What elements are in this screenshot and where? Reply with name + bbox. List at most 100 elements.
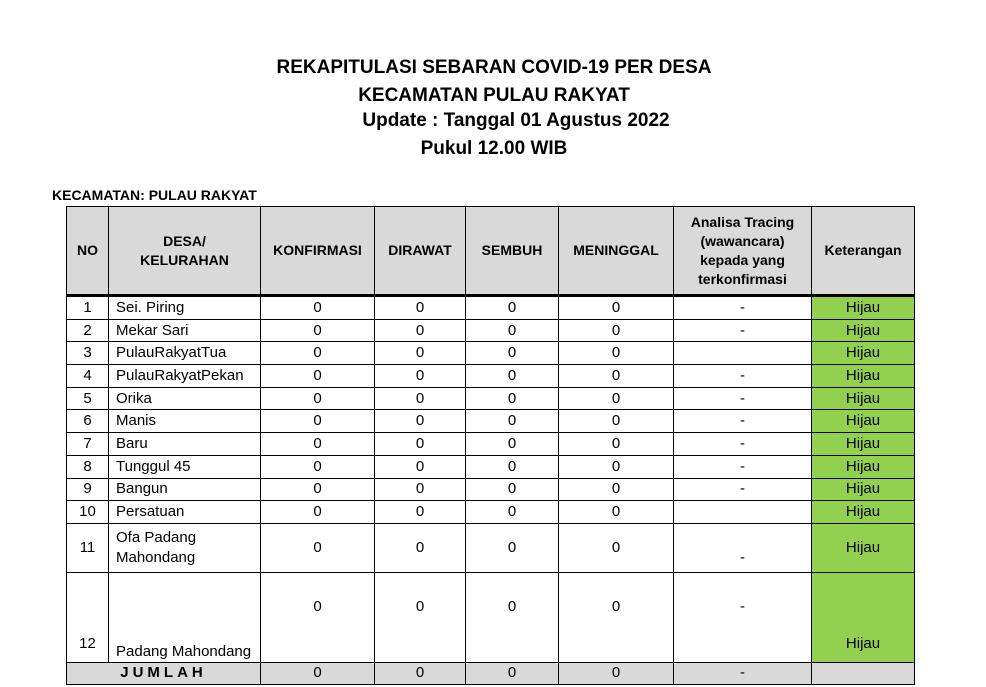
cell-tracing: - bbox=[673, 364, 812, 388]
cell-meninggal: 0 bbox=[558, 295, 674, 320]
cell-sembuh: 0 bbox=[465, 500, 559, 524]
cell-sembuh: 0 bbox=[465, 522, 559, 573]
cell-desa: Bangun bbox=[108, 477, 261, 502]
district-label: KECAMATAN: PULAU RAKYAT bbox=[52, 187, 257, 203]
table-row: 3 PulauRakyatTua 0 0 0 0 Hijau bbox=[66, 341, 915, 366]
cell-sembuh: 0 bbox=[465, 432, 559, 456]
table-row: 2 Mekar Sari 0 0 0 0- Hijau bbox=[66, 318, 915, 343]
cell-desa: Sei. Piring bbox=[108, 295, 261, 320]
cell-dirawat: 0 bbox=[374, 477, 466, 502]
cell-dirawat: 0 bbox=[374, 571, 466, 663]
cell-dirawat: 0 bbox=[374, 364, 466, 388]
cell-tracing: - bbox=[673, 522, 812, 573]
total-konfirmasi: 0 bbox=[260, 661, 375, 685]
header-no: NO bbox=[66, 206, 109, 296]
cell-meninggal: 0 bbox=[558, 454, 674, 479]
cell-tracing bbox=[673, 500, 812, 524]
cell-konfirmasi: 0 bbox=[260, 571, 375, 663]
header-meninggal: MENINGGAL bbox=[558, 206, 674, 296]
cell-sembuh: 0 bbox=[465, 295, 559, 320]
cell-no: 1 bbox=[66, 295, 109, 320]
cell-meninggal: 0 bbox=[558, 318, 674, 343]
cell-keterangan: Hijau bbox=[811, 409, 915, 434]
title-line-1: REKAPITULASI SEBARAN COVID-19 PER DESA bbox=[276, 57, 712, 78]
cell-sembuh: 0 bbox=[465, 571, 559, 663]
title-line-4: Pukul 12.00 WIB bbox=[420, 138, 568, 159]
cell-tracing: - bbox=[673, 295, 812, 320]
cell-konfirmasi: 0 bbox=[260, 432, 375, 456]
title-line-2: KECAMATAN PULAU RAKYAT bbox=[358, 85, 630, 106]
total-row: JUMLAH 0 0 0 0- bbox=[66, 661, 915, 685]
cell-desa: PulauRakyatPekan bbox=[108, 364, 261, 388]
cell-konfirmasi: 0 bbox=[260, 477, 375, 502]
cell-keterangan: Hijau bbox=[811, 477, 915, 502]
table-row: 11 Ofa Padang Mahondang 0 0 0 0- Hijau bbox=[66, 522, 915, 573]
cell-sembuh: 0 bbox=[465, 318, 559, 343]
cell-no: 4 bbox=[66, 364, 109, 388]
cell-sembuh: 0 bbox=[465, 454, 559, 479]
header-sembuh: SEMBUH bbox=[465, 206, 559, 296]
cell-konfirmasi: 0 bbox=[260, 364, 375, 388]
cell-dirawat: 0 bbox=[374, 295, 466, 320]
cell-desa: Tunggul 45 bbox=[108, 454, 261, 479]
cell-sembuh: 0 bbox=[465, 341, 559, 366]
cell-keterangan: Hijau bbox=[811, 318, 915, 343]
cell-no: 9 bbox=[66, 477, 109, 502]
cell-konfirmasi: 0 bbox=[260, 522, 375, 573]
cell-desa: Ofa Padang Mahondang bbox=[108, 522, 261, 573]
cell-konfirmasi: 0 bbox=[260, 318, 375, 343]
header-dirawat: DIRAWAT bbox=[374, 206, 466, 296]
cell-meninggal: 0 bbox=[558, 477, 674, 502]
cell-meninggal: 0 bbox=[558, 341, 674, 366]
cell-desa: Baru bbox=[108, 432, 261, 456]
table-row: 4 PulauRakyatPekan 0 0 0 0- Hijau bbox=[66, 364, 915, 388]
cell-meninggal: 0 bbox=[558, 409, 674, 434]
table-row: 7 Baru 0 0 0 0- Hijau bbox=[66, 432, 915, 456]
cell-desa: Orika bbox=[108, 386, 261, 411]
cell-meninggal: 0 bbox=[558, 364, 674, 388]
cell-no: 12 bbox=[66, 571, 109, 663]
cell-desa: Persatuan bbox=[108, 500, 261, 524]
cell-dirawat: 0 bbox=[374, 409, 466, 434]
total-tracing: - bbox=[673, 661, 812, 685]
total-meninggal: 0 bbox=[558, 661, 674, 685]
cell-meninggal: 0 bbox=[558, 571, 674, 663]
cell-sembuh: 0 bbox=[465, 364, 559, 388]
cell-no: 11 bbox=[66, 522, 109, 573]
total-label: JUMLAH bbox=[66, 661, 261, 685]
table-row: 6 Manis 0 0 0 0- Hijau bbox=[66, 409, 915, 434]
cell-konfirmasi: 0 bbox=[260, 386, 375, 411]
cell-sembuh: 0 bbox=[465, 409, 559, 434]
cell-no: 10 bbox=[66, 500, 109, 524]
cell-no: 8 bbox=[66, 454, 109, 479]
cell-keterangan: Hijau bbox=[811, 341, 915, 366]
cell-konfirmasi: 0 bbox=[260, 341, 375, 366]
cell-dirawat: 0 bbox=[374, 432, 466, 456]
cell-no: 3 bbox=[66, 341, 109, 366]
cell-keterangan: Hijau bbox=[811, 386, 915, 411]
cell-dirawat: 0 bbox=[374, 454, 466, 479]
table-row: 1 Sei. Piring 0 0 0 0- Hijau bbox=[66, 295, 915, 320]
cell-no: 6 bbox=[66, 409, 109, 434]
cell-konfirmasi: 0 bbox=[260, 409, 375, 434]
cell-meninggal: 0 bbox=[558, 386, 674, 411]
cell-sembuh: 0 bbox=[465, 386, 559, 411]
cell-desa: Manis bbox=[108, 409, 261, 434]
cell-keterangan: Hijau bbox=[811, 571, 915, 663]
header-keterangan: Keterangan bbox=[811, 206, 915, 296]
cell-keterangan: Hijau bbox=[811, 454, 915, 479]
header-konfirmasi: KONFIRMASI bbox=[260, 206, 375, 296]
cell-sembuh: 0 bbox=[465, 477, 559, 502]
cell-no: 2 bbox=[66, 318, 109, 343]
cell-tracing: - bbox=[673, 477, 812, 502]
cell-tracing: - bbox=[673, 454, 812, 479]
cell-tracing: - bbox=[673, 386, 812, 411]
header-row: NO DESA/ KELURAHAN KONFIRMASI DIRAWAT SEMBUH… bbox=[66, 206, 915, 296]
cell-tracing: - bbox=[673, 409, 812, 434]
cell-dirawat: 0 bbox=[374, 341, 466, 366]
table-row: 5 Orika 0 0 0 0- Hijau bbox=[66, 386, 915, 411]
cell-keterangan: Hijau bbox=[811, 432, 915, 456]
table-row: 9 Bangun 0 0 0 0- Hijau bbox=[66, 477, 915, 502]
cell-tracing bbox=[673, 341, 812, 366]
table-row: 8 Tunggul 45 0 0 0 0- Hijau bbox=[66, 454, 915, 479]
